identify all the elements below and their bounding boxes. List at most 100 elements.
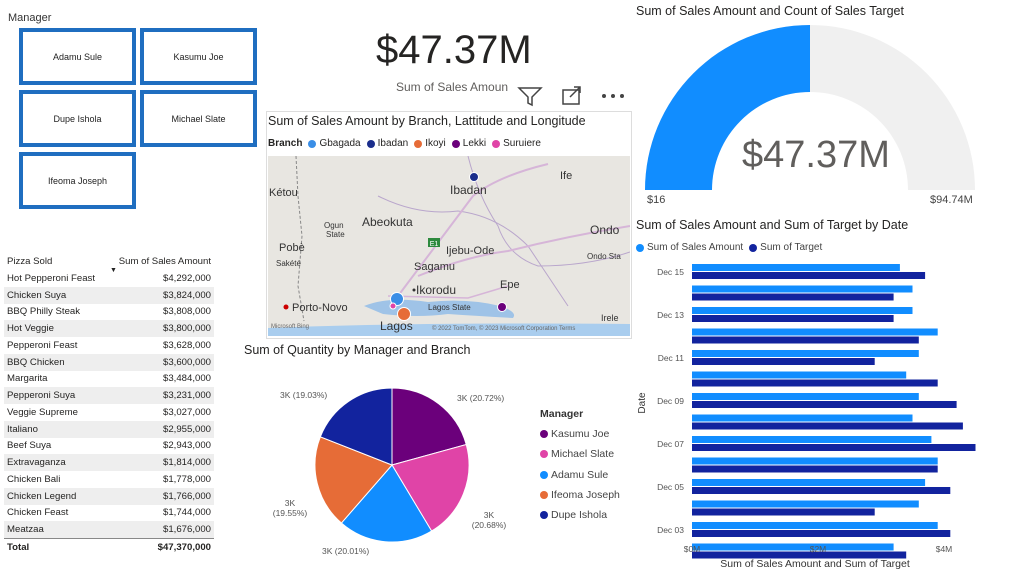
legend-dot: [540, 491, 548, 500]
bar-target[interactable]: [692, 358, 875, 365]
bar-target[interactable]: [692, 379, 938, 387]
table-total-row: Total $47,370,000: [4, 538, 214, 556]
quantity-pie-chart[interactable]: [260, 380, 540, 560]
legend-item-kasumu-joe[interactable]: Kasumu Joe: [540, 424, 620, 444]
bar-sales[interactable]: [692, 414, 913, 422]
gauge-max-label: $94.74M: [930, 194, 973, 206]
bar-sales[interactable]: [692, 371, 907, 379]
bar-sales[interactable]: [692, 264, 900, 271]
pie-slice-dupe-ishola[interactable]: [319, 387, 393, 466]
table-row: Chicken Feast $1,744,000: [4, 505, 214, 522]
sea: [268, 323, 630, 336]
bar-sales[interactable]: [692, 543, 894, 551]
pie-slice-ifeoma-joseph[interactable]: [314, 436, 393, 524]
legend-dot: [636, 243, 644, 252]
legend-item-gbagada[interactable]: Gbagada: [308, 138, 361, 149]
pie-slice-michael-slate[interactable]: [391, 443, 470, 532]
legend-label: Adamu Sule: [551, 468, 609, 481]
slicer-item-dupe-ishola[interactable]: Dupe Ishola: [19, 90, 136, 147]
x-tick-label: $2M: [810, 544, 827, 554]
sort-descending-icon[interactable]: ▼: [110, 267, 117, 274]
table-row: Pepperoni Suya $3,231,000: [4, 387, 214, 404]
bar-target[interactable]: [692, 315, 894, 322]
bar-sales[interactable]: [692, 328, 938, 336]
bar-sales[interactable]: [692, 500, 919, 508]
pie-slice-kasumu-joe[interactable]: [391, 387, 467, 466]
sales-target-bar-chart[interactable]: Dec 15 Dec 13 Dec 11 Dec 09 Dec 07 Dec 05 Dec …: [630, 258, 1020, 574]
bar-target[interactable]: [692, 487, 951, 494]
legend-item-sales[interactable]: Sum of Sales Amount: [636, 242, 743, 253]
manager-slicer-title: Manager: [8, 12, 52, 24]
bar-sales[interactable]: [692, 457, 938, 465]
pie-chart-title: Sum of Quantity by Manager and Branch: [244, 343, 471, 357]
bar-target[interactable]: [692, 401, 957, 408]
legend-item-ibadan[interactable]: Ibadan: [366, 138, 408, 149]
filter-icon[interactable]: [517, 85, 543, 107]
legend-item-dupe-ishola[interactable]: Dupe Ishola: [540, 505, 620, 525]
legend-dot: [540, 450, 548, 459]
bar-sales[interactable]: [692, 285, 913, 293]
bar-target[interactable]: [692, 293, 894, 301]
row-pizza: Beef Suya: [7, 440, 52, 452]
row-pizza: Pepperoni Feast: [7, 339, 78, 351]
focus-mode-icon[interactable]: [561, 86, 583, 106]
branch-bubble-suruiere[interactable]: [389, 302, 397, 310]
bar-sales[interactable]: [692, 307, 913, 314]
legend-dot: [414, 139, 423, 148]
date-tick-label: Dec 05: [657, 482, 684, 492]
slicer-item-ifeoma-joseph[interactable]: Ifeoma Joseph: [19, 152, 136, 209]
branch-bubble-ibadan[interactable]: [469, 172, 479, 182]
bar-sales[interactable]: [692, 350, 919, 357]
pie-slice-adamu-sule[interactable]: [340, 464, 433, 543]
map-canvas[interactable]: E1 Kétou Ibadan Ife Ogun State Abeokuta …: [268, 156, 630, 336]
bar-target[interactable]: [692, 508, 875, 516]
branch-bubble-lekki[interactable]: [497, 302, 507, 312]
column-header-pizza[interactable]: Pizza Sold: [7, 256, 53, 267]
legend-item-target[interactable]: Sum of Target: [749, 242, 822, 253]
bar-target[interactable]: [692, 336, 919, 344]
slicer-item-michael-slate[interactable]: Michael Slate: [140, 90, 257, 147]
bar-chart-title: Sum of Sales Amount and Sum of Target by…: [636, 218, 909, 232]
table-row: Italiano $2,955,000: [4, 420, 214, 438]
legend-item-ifeoma-joseph[interactable]: Ifeoma Joseph: [540, 485, 620, 505]
slicer-item-adamu-sule[interactable]: Adamu Sule: [19, 28, 136, 85]
bar-target[interactable]: [692, 444, 976, 451]
gauge-title: Sum of Sales Amount and Count of Sales T…: [636, 4, 904, 18]
column-header-sales[interactable]: Sum of Sales Amount: [118, 256, 211, 267]
branch-bubble-gbagada[interactable]: [390, 292, 404, 306]
bing-attribution[interactable]: Microsoft Bing: [271, 324, 309, 330]
bar-sales[interactable]: [692, 436, 932, 443]
map-attribution[interactable]: © 2022 TomTom, © 2023 Microsoft Corporat…: [432, 325, 575, 332]
bar-chart-legend: Sum of Sales Amount Sum of Target: [636, 242, 822, 253]
place-epe: Epe: [500, 279, 520, 291]
bar-target[interactable]: [692, 422, 963, 430]
place-abeokuta: Abeokuta: [362, 215, 413, 229]
slicer-item-label: Kasumu Joe: [173, 51, 224, 62]
legend-item-adamu-sule[interactable]: Adamu Sule: [540, 465, 620, 485]
sales-card-label: Sum of Sales Amoun: [396, 80, 509, 94]
legend-label: Michael Slate: [551, 448, 615, 461]
bar-sales[interactable]: [692, 522, 938, 529]
y-axis-title: Date: [637, 392, 648, 414]
more-options-icon[interactable]: [601, 92, 625, 100]
legend-dot: [451, 139, 460, 148]
slicer-item-kasumu-joe[interactable]: Kasumu Joe: [140, 28, 257, 85]
legend-item-suruiere[interactable]: Suruiere: [492, 138, 541, 149]
legend-item-ikoyi[interactable]: Ikoyi: [414, 138, 446, 149]
bar-target[interactable]: [692, 465, 938, 473]
gauge-fill: [645, 25, 810, 190]
road: [397, 163, 549, 297]
branch-bubble-ikoyi[interactable]: [397, 307, 411, 321]
legend-dot: [540, 470, 548, 479]
legend-label: Kasumu Joe: [551, 428, 610, 441]
bar-target[interactable]: [692, 530, 951, 537]
bar-target[interactable]: [692, 551, 907, 559]
legend-item-michael-slate[interactable]: Michael Slate: [540, 444, 620, 464]
bar-sales[interactable]: [692, 393, 919, 400]
legend-item-lekki[interactable]: Lekki: [451, 138, 486, 149]
legend-label: Ifeoma Joseph: [551, 489, 620, 502]
bar-target[interactable]: [692, 272, 926, 279]
bar-sales[interactable]: [692, 479, 926, 486]
sales-gauge[interactable]: [640, 14, 990, 194]
road: [417, 225, 630, 277]
